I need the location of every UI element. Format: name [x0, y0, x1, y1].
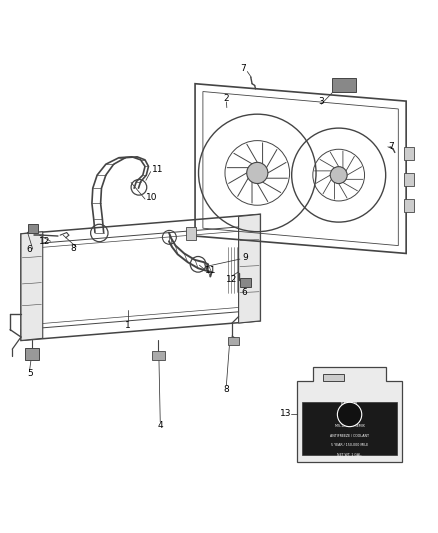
Text: 10: 10: [146, 193, 157, 202]
Circle shape: [247, 163, 268, 183]
Bar: [404, 199, 413, 212]
Bar: [323, 374, 344, 381]
Text: 11: 11: [205, 266, 216, 276]
Text: ANTIFREEZE / COOLANT: ANTIFREEZE / COOLANT: [330, 433, 369, 438]
Bar: [404, 147, 413, 160]
Text: 8: 8: [223, 385, 229, 394]
Bar: [404, 173, 413, 186]
Text: 6: 6: [27, 245, 32, 254]
Bar: [302, 402, 397, 455]
Text: NET WT. 1 GAL.: NET WT. 1 GAL.: [337, 453, 362, 457]
Bar: [25, 348, 39, 360]
Text: 12: 12: [39, 237, 51, 246]
Circle shape: [337, 402, 362, 426]
Text: M: M: [346, 411, 353, 417]
Text: 3: 3: [318, 96, 324, 106]
Text: 1: 1: [125, 321, 131, 330]
Text: 11: 11: [152, 165, 164, 174]
Text: MOPAR: MOPAR: [341, 402, 358, 407]
Text: 5: 5: [27, 369, 32, 377]
Bar: [228, 337, 239, 345]
Bar: [152, 351, 165, 360]
Polygon shape: [297, 367, 402, 462]
Polygon shape: [21, 232, 43, 341]
Text: MS-12106 PREMIX: MS-12106 PREMIX: [335, 424, 364, 428]
Text: 2: 2: [223, 94, 229, 103]
Text: 13: 13: [280, 409, 291, 418]
Text: 5 YEAR / 150,000 MILE: 5 YEAR / 150,000 MILE: [331, 443, 368, 447]
Text: 7: 7: [240, 64, 246, 73]
Text: 6: 6: [241, 288, 247, 297]
Text: 7: 7: [388, 142, 394, 151]
Text: 9: 9: [242, 253, 248, 262]
Bar: [186, 228, 196, 240]
Text: 8: 8: [71, 244, 76, 253]
Text: 12: 12: [226, 275, 238, 284]
Bar: [240, 278, 251, 287]
Text: 4: 4: [157, 421, 163, 430]
Bar: [28, 224, 39, 233]
Circle shape: [330, 167, 347, 183]
Bar: [332, 78, 356, 92]
Polygon shape: [239, 214, 260, 323]
